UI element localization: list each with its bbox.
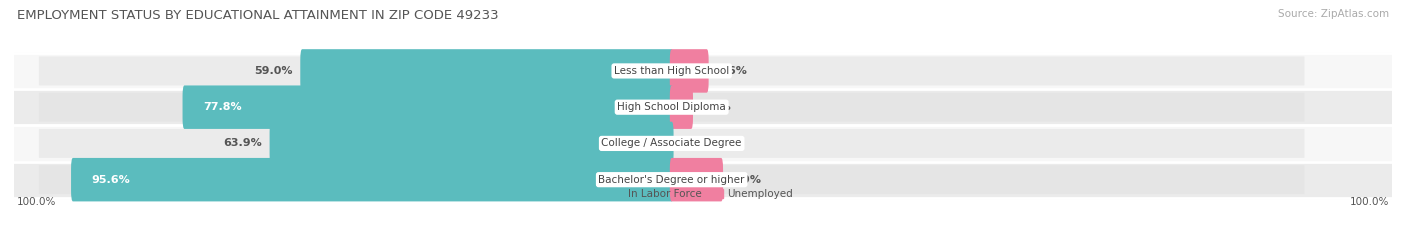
FancyBboxPatch shape — [669, 86, 693, 129]
FancyBboxPatch shape — [270, 122, 673, 165]
FancyBboxPatch shape — [39, 129, 1305, 158]
Bar — [14, 161, 1392, 198]
FancyBboxPatch shape — [183, 86, 673, 129]
Text: 7.9%: 7.9% — [731, 175, 762, 185]
FancyBboxPatch shape — [39, 165, 1305, 194]
Text: 59.0%: 59.0% — [254, 66, 292, 76]
FancyBboxPatch shape — [72, 158, 673, 201]
Text: 5.6%: 5.6% — [716, 66, 747, 76]
Text: 95.6%: 95.6% — [91, 175, 131, 185]
FancyBboxPatch shape — [39, 93, 1305, 122]
Text: 100.0%: 100.0% — [1350, 197, 1389, 207]
FancyBboxPatch shape — [39, 56, 1305, 86]
Legend: In Labor Force, Unemployed: In Labor Force, Unemployed — [609, 185, 797, 203]
FancyBboxPatch shape — [669, 158, 723, 201]
Text: 3.1%: 3.1% — [700, 102, 731, 112]
Text: High School Diploma: High School Diploma — [617, 102, 725, 112]
Text: 0.0%: 0.0% — [681, 138, 711, 148]
Text: 100.0%: 100.0% — [17, 197, 56, 207]
Bar — [14, 89, 1392, 125]
Text: 63.9%: 63.9% — [224, 138, 262, 148]
Text: Less than High School: Less than High School — [614, 66, 730, 76]
Bar — [14, 125, 1392, 161]
Bar — [14, 53, 1392, 89]
Text: 77.8%: 77.8% — [204, 102, 242, 112]
Text: EMPLOYMENT STATUS BY EDUCATIONAL ATTAINMENT IN ZIP CODE 49233: EMPLOYMENT STATUS BY EDUCATIONAL ATTAINM… — [17, 9, 499, 22]
FancyBboxPatch shape — [669, 49, 709, 93]
Text: College / Associate Degree: College / Associate Degree — [602, 138, 742, 148]
Text: Source: ZipAtlas.com: Source: ZipAtlas.com — [1278, 9, 1389, 19]
FancyBboxPatch shape — [301, 49, 673, 93]
Text: Bachelor's Degree or higher: Bachelor's Degree or higher — [599, 175, 745, 185]
